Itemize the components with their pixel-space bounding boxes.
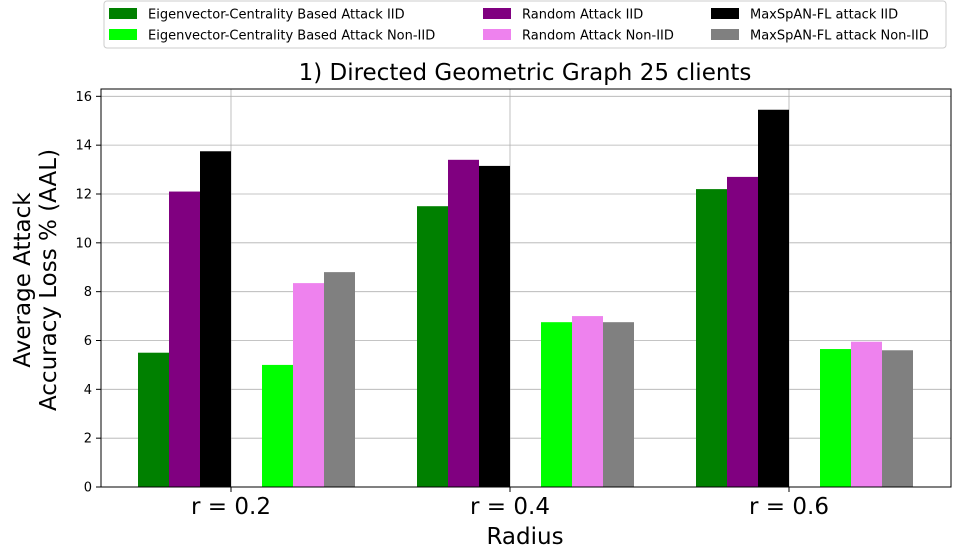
bar — [448, 159, 479, 487]
legend-swatch — [109, 8, 137, 19]
legend-label: Eigenvector-Centrality Based Attack IID — [148, 8, 405, 23]
y-tick-label: 8 — [84, 285, 92, 300]
bar — [727, 176, 758, 487]
legend-swatch — [483, 29, 511, 40]
bar — [851, 341, 882, 487]
bar — [200, 151, 231, 488]
x-tick-label: r = 0.4 — [470, 494, 550, 520]
legend-swatch — [483, 8, 511, 19]
bar — [417, 206, 448, 487]
y-tick-label: 4 — [84, 383, 92, 398]
y-tick-label: 16 — [75, 90, 92, 105]
x-axis: r = 0.2 r = 0.4 r = 0.6 — [191, 487, 829, 520]
bar — [169, 191, 200, 487]
y-tick-label: 6 — [84, 334, 92, 349]
y-tick-label: 0 — [84, 481, 92, 496]
y-tick-label: 10 — [75, 236, 92, 251]
bar — [820, 349, 851, 487]
bar — [572, 316, 603, 487]
y-axis-label-line: Accuracy Loss % (AAL) — [36, 149, 62, 411]
bar — [603, 322, 634, 487]
legend-item: MaxSpAN-FL attack IID — [711, 8, 898, 23]
legend-swatch — [109, 29, 137, 40]
y-axis-label: Average Attack Accuracy Loss % (AAL) — [10, 149, 62, 411]
legend-label: MaxSpAN-FL attack IID — [750, 8, 898, 23]
bar — [262, 364, 293, 487]
x-axis-label: Radius — [486, 524, 563, 550]
y-tick-label: 2 — [84, 432, 92, 447]
legend-item: Eigenvector-Centrality Based Attack IID — [109, 8, 405, 23]
bar — [324, 272, 355, 487]
plot-frame — [100, 88, 952, 488]
legend-item: Random Attack Non-IID — [483, 29, 674, 44]
y-tick-label: 12 — [75, 187, 92, 202]
bar — [882, 350, 913, 487]
bar — [541, 322, 572, 487]
legend: Eigenvector-Centrality Based Attack IID E… — [103, 0, 947, 49]
bar — [479, 165, 510, 487]
legend-label: MaxSpAN-FL attack Non-IID — [750, 29, 929, 44]
chart-title: 1) Directed Geometric Graph 25 clients — [299, 60, 752, 86]
x-tick-label: r = 0.6 — [749, 494, 829, 520]
bar — [696, 189, 727, 488]
legend-item: Random Attack IID — [483, 8, 643, 23]
legend-swatch — [711, 8, 739, 19]
bar — [293, 283, 324, 487]
y-axis: 0 2 4 6 8 10 12 14 16 — [75, 90, 101, 496]
bar — [758, 109, 789, 487]
y-tick-label: 14 — [75, 139, 92, 154]
legend-label: Eigenvector-Centrality Based Attack Non-… — [148, 29, 435, 44]
bar — [138, 352, 169, 487]
legend-label: Random Attack IID — [522, 8, 643, 23]
legend-label: Random Attack Non-IID — [522, 29, 674, 44]
y-axis-label-line: Average Attack — [10, 192, 36, 368]
legend-item: MaxSpAN-FL attack Non-IID — [711, 29, 929, 44]
x-tick-label: r = 0.2 — [191, 494, 271, 520]
legend-item: Eigenvector-Centrality Based Attack Non-… — [109, 29, 435, 44]
bars — [138, 109, 913, 488]
legend-swatch — [711, 29, 739, 40]
